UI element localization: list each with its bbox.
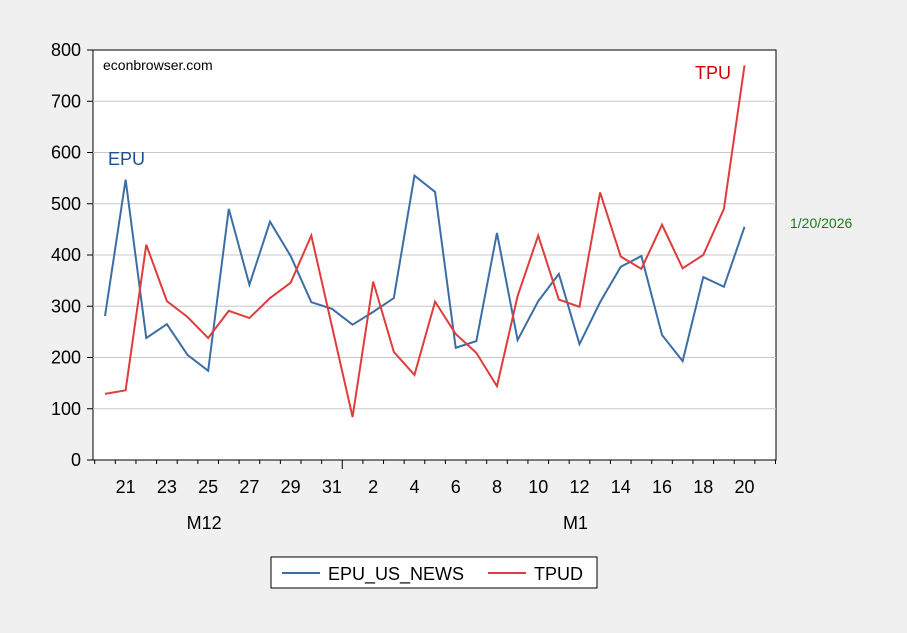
- x-tick-label: 29: [281, 477, 301, 497]
- y-tick-label: 800: [51, 40, 81, 60]
- y-tick-label: 700: [51, 91, 81, 111]
- x-tick-label: 31: [322, 477, 342, 497]
- date-annotation: 1/20/2026: [790, 215, 852, 231]
- x-tick-label: 8: [492, 477, 502, 497]
- y-tick-label: 300: [51, 296, 81, 316]
- series-line-epu-us-news: [104, 173, 746, 373]
- x-tick-label: 16: [652, 477, 672, 497]
- month-label: M12: [187, 513, 222, 533]
- month-label: M1: [563, 513, 588, 533]
- series-line-tpud: [104, 65, 746, 418]
- legend-label-tpud: TPUD: [534, 564, 583, 584]
- watermark: econbrowser.com: [103, 57, 213, 73]
- x-tick-label: 27: [239, 477, 259, 497]
- legend-label-epu: EPU_US_NEWS: [328, 564, 464, 585]
- y-tick-label: 0: [71, 450, 81, 470]
- legend: EPU_US_NEWS TPUD: [270, 556, 598, 589]
- epu-annotation: EPU: [108, 149, 145, 169]
- x-tick-label: 18: [693, 477, 713, 497]
- y-tick-label: 100: [51, 399, 81, 419]
- x-tick-label: 6: [451, 477, 461, 497]
- y-tick-label: 500: [51, 194, 81, 214]
- y-tick-label: 600: [51, 143, 81, 163]
- y-tick-label: 400: [51, 245, 81, 265]
- x-tick-label: 25: [198, 477, 218, 497]
- x-tick-label: 12: [569, 477, 589, 497]
- legend-box: [270, 556, 598, 589]
- x-tick-label: 20: [735, 477, 755, 497]
- x-tick-label: 21: [116, 477, 136, 497]
- x-tick-label: 2: [368, 477, 378, 497]
- y-tick-label: 200: [51, 348, 81, 368]
- x-tick-label: 14: [611, 477, 631, 497]
- x-tick-label: 4: [409, 477, 419, 497]
- x-tick-label: 23: [157, 477, 177, 497]
- tpu-annotation: TPU: [695, 63, 731, 83]
- x-tick-label: 10: [528, 477, 548, 497]
